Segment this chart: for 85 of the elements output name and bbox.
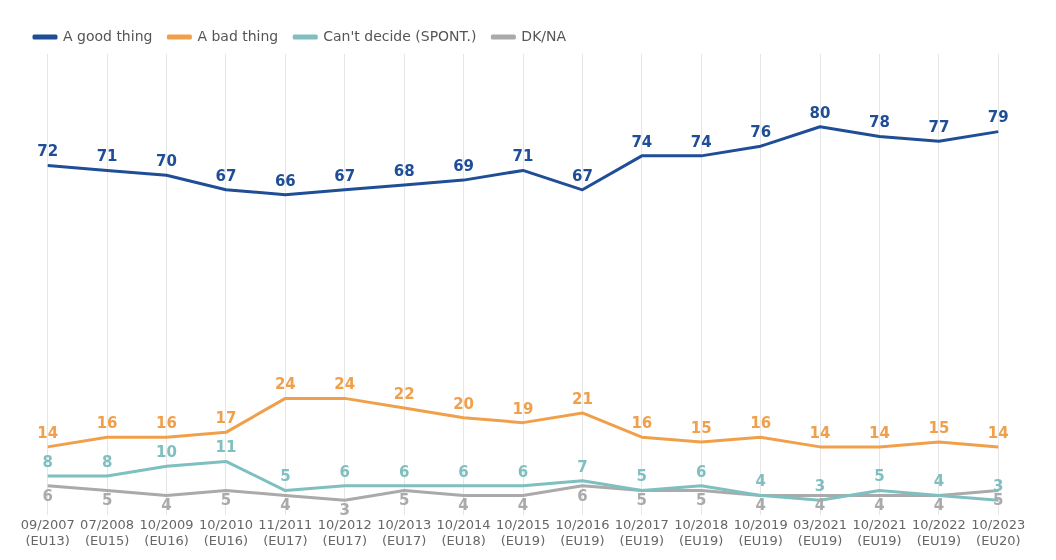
data-label: 70: [156, 152, 177, 171]
data-label: 15: [928, 418, 950, 437]
data-label: 22: [393, 384, 415, 403]
data-label: 8: [42, 452, 53, 471]
data-label: 74: [690, 132, 712, 151]
data-label: 19: [512, 399, 534, 418]
data-label: 4: [458, 496, 469, 515]
data-label: 6: [577, 486, 588, 505]
data-label: 14: [37, 423, 59, 442]
x-tick-label: 10/2019 (EU19): [733, 516, 788, 548]
data-label: 5: [636, 491, 648, 510]
data-label: 11: [215, 438, 237, 457]
data-label: 4: [874, 496, 885, 515]
data-label: 5: [398, 491, 410, 510]
data-label: 7: [577, 457, 588, 476]
data-label: 4: [814, 496, 826, 515]
data-label: 79: [987, 108, 1009, 127]
data-label: 14: [987, 423, 1009, 442]
x-tick-label: 10/2009 (EU16): [139, 516, 194, 548]
data-label: 14: [869, 423, 890, 442]
data-label: 68: [393, 161, 415, 180]
data-label: 6: [398, 462, 410, 481]
data-label: 20: [453, 394, 475, 413]
data-label: 5: [636, 467, 648, 486]
data-label: 74: [631, 132, 653, 151]
legend-label: DK/NA: [521, 27, 567, 44]
data-label: 6: [458, 462, 469, 481]
data-label: 24: [334, 375, 356, 394]
data-label: 16: [631, 414, 653, 433]
data-label: 4: [517, 496, 529, 515]
data-label: 71: [512, 147, 534, 166]
data-label: 4: [280, 496, 291, 515]
data-label: 16: [156, 414, 177, 433]
data-label: 4: [933, 472, 945, 491]
x-tick-label: 10/2022 (EU19): [911, 516, 966, 548]
data-label: 71: [96, 147, 118, 166]
data-label: 6: [696, 462, 707, 481]
data-label: 21: [571, 389, 593, 408]
legend-label: A good thing: [63, 27, 153, 44]
x-tick-label: 10/2018 (EU19): [674, 516, 729, 548]
x-tick-label: 11/2011 (EU17): [258, 516, 313, 548]
data-label: 4: [161, 496, 172, 515]
data-label: 6: [339, 462, 350, 481]
data-label: 8: [101, 452, 113, 471]
data-label: 5: [874, 467, 885, 486]
x-tick-label: 10/2015 (EU19): [495, 516, 551, 548]
data-label: 16: [750, 414, 772, 433]
data-label: 15: [690, 418, 712, 437]
data-label: 6: [517, 462, 529, 481]
data-label: 77: [928, 118, 950, 137]
x-tick-label: 09/2007 (EU13): [20, 516, 75, 548]
data-label: 67: [571, 166, 593, 185]
x-tick-label: 07/2008 (EU15): [80, 516, 135, 548]
data-label: 24: [274, 375, 296, 394]
data-label: 5: [220, 491, 232, 510]
x-tick-label: 10/2017 (EU19): [614, 516, 669, 548]
x-tick-label: 10/2023 (EU20): [971, 516, 1026, 548]
data-label: 17: [215, 409, 237, 428]
x-tick-label: 10/2016 (EU19): [555, 516, 610, 548]
data-label: 16: [96, 414, 118, 433]
x-tick-label: 10/2014 (EU18): [436, 516, 491, 548]
data-label: 67: [215, 166, 237, 185]
data-label: 5: [280, 467, 291, 486]
legend-label: A bad thing: [197, 27, 279, 44]
data-label: 6: [42, 486, 53, 505]
x-tick-label: 10/2010 (EU16): [198, 516, 253, 548]
data-label: 5: [696, 491, 707, 510]
data-label: 76: [750, 123, 772, 142]
data-label: 4: [933, 496, 945, 515]
data-label: 72: [37, 142, 59, 161]
data-label: 10: [156, 443, 177, 462]
x-tick-label: 10/2021 (EU19): [852, 516, 907, 548]
data-label: 66: [274, 171, 296, 190]
data-label: 78: [869, 113, 890, 132]
legend-label: Can't decide (SPONT.): [323, 27, 477, 44]
data-label: 69: [453, 157, 475, 175]
data-label: 4: [755, 496, 766, 515]
data-label: 67: [334, 166, 356, 185]
data-label: 3: [814, 477, 826, 496]
data-label: 14: [809, 423, 831, 442]
x-tick-label: 03/2021 (EU19): [793, 516, 848, 548]
data-label: 4: [755, 472, 766, 491]
data-label: 5: [101, 491, 113, 510]
data-label: 80: [809, 103, 831, 122]
x-tick-label: 10/2013 (EU17): [377, 516, 432, 548]
